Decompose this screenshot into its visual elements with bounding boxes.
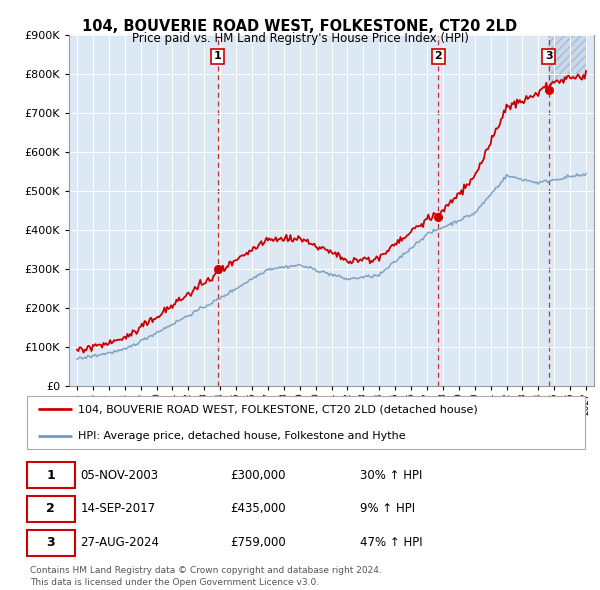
FancyBboxPatch shape bbox=[27, 496, 75, 522]
Text: HPI: Average price, detached house, Folkestone and Hythe: HPI: Average price, detached house, Folk… bbox=[77, 431, 405, 441]
Text: 104, BOUVERIE ROAD WEST, FOLKESTONE, CT20 2LD: 104, BOUVERIE ROAD WEST, FOLKESTONE, CT2… bbox=[82, 19, 518, 34]
Text: This data is licensed under the Open Government Licence v3.0.: This data is licensed under the Open Gov… bbox=[29, 578, 319, 587]
Text: 1: 1 bbox=[46, 468, 55, 481]
Text: 05-NOV-2003: 05-NOV-2003 bbox=[80, 468, 158, 481]
Text: 3: 3 bbox=[545, 51, 553, 61]
FancyBboxPatch shape bbox=[27, 530, 75, 556]
FancyBboxPatch shape bbox=[27, 396, 585, 449]
Text: 2: 2 bbox=[434, 51, 442, 61]
Text: 3: 3 bbox=[46, 536, 55, 549]
Text: £300,000: £300,000 bbox=[230, 468, 286, 481]
Text: 104, BOUVERIE ROAD WEST, FOLKESTONE, CT20 2LD (detached house): 104, BOUVERIE ROAD WEST, FOLKESTONE, CT2… bbox=[77, 404, 478, 414]
Text: £435,000: £435,000 bbox=[230, 502, 286, 516]
Text: £759,000: £759,000 bbox=[230, 536, 286, 549]
Text: 9% ↑ HPI: 9% ↑ HPI bbox=[359, 502, 415, 516]
Text: 1: 1 bbox=[214, 51, 221, 61]
Text: Contains HM Land Registry data © Crown copyright and database right 2024.: Contains HM Land Registry data © Crown c… bbox=[29, 566, 382, 575]
Text: 14-SEP-2017: 14-SEP-2017 bbox=[80, 502, 155, 516]
Text: 2: 2 bbox=[46, 502, 55, 516]
Text: 30% ↑ HPI: 30% ↑ HPI bbox=[359, 468, 422, 481]
FancyBboxPatch shape bbox=[27, 462, 75, 488]
Text: 47% ↑ HPI: 47% ↑ HPI bbox=[359, 536, 422, 549]
Text: Price paid vs. HM Land Registry's House Price Index (HPI): Price paid vs. HM Land Registry's House … bbox=[131, 32, 469, 45]
Text: 27-AUG-2024: 27-AUG-2024 bbox=[80, 536, 160, 549]
